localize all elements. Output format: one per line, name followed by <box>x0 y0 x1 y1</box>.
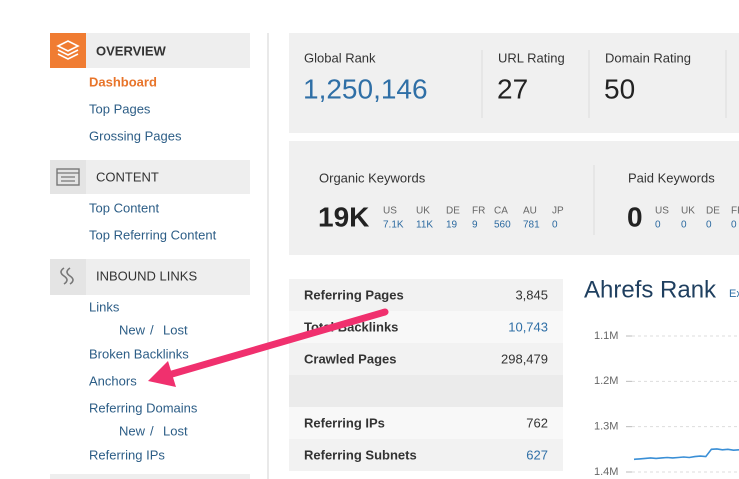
y-tick-label: 1.4M <box>594 466 618 478</box>
country-value: 0 <box>655 220 661 231</box>
icon-glyph <box>56 168 80 186</box>
table-row <box>289 407 563 439</box>
row-value[interactable]: 627 <box>526 447 548 462</box>
section-icon <box>50 259 86 295</box>
keywords-panel <box>289 141 739 255</box>
country-code: FR <box>472 206 485 217</box>
chart-title: Ahrefs Rank <box>584 276 717 303</box>
separator: / <box>150 423 154 438</box>
country-value: 560 <box>494 220 511 231</box>
section-header <box>50 474 250 479</box>
table-row <box>289 375 563 407</box>
stat-label: URL Rating <box>498 50 565 65</box>
row-label: Referring IPs <box>304 415 385 430</box>
row-label: Referring Pages <box>304 287 404 302</box>
row-value: 3,845 <box>515 287 548 302</box>
country-value: 9 <box>472 220 478 231</box>
keywords-label: Paid Keywords <box>628 170 715 185</box>
country-value: 0 <box>681 220 687 231</box>
table-row <box>289 439 563 471</box>
nav-link[interactable]: Anchors <box>89 373 137 388</box>
table-row <box>289 343 563 375</box>
y-tick-label: 1.1M <box>594 330 618 342</box>
country-code: US <box>383 206 397 217</box>
stats-panel <box>289 33 739 133</box>
nav-link[interactable]: Broken Backlinks <box>89 346 189 361</box>
row-value: 762 <box>526 415 548 430</box>
annotation-arrowhead <box>148 361 176 387</box>
country-value: 781 <box>523 220 540 231</box>
row-label: Referring Subnets <box>304 447 417 462</box>
icon-glyph <box>57 172 79 182</box>
icon-glyph <box>56 40 80 60</box>
row-value[interactable]: 10,743 <box>508 319 548 334</box>
row-label: Crawled Pages <box>304 351 397 366</box>
country-code: AU <box>523 206 537 217</box>
y-tick-label: 1.3M <box>594 421 618 433</box>
stat-label: Global Rank <box>304 50 376 65</box>
sub-link[interactable]: Lost <box>163 423 188 438</box>
sub-link[interactable]: New <box>119 322 146 337</box>
nav-link[interactable]: Dashboard <box>89 74 157 89</box>
country-code: DE <box>446 206 460 217</box>
nav-link[interactable]: Top Referring Content <box>89 227 217 242</box>
country-value: 0 <box>731 220 737 231</box>
country-code: UK <box>416 206 430 217</box>
country-code: JP <box>552 206 564 217</box>
y-tick-label: 1.2M <box>594 375 618 387</box>
nav-link[interactable]: Top Pages <box>89 101 151 116</box>
chart-link[interactable]: Ex <box>729 288 739 300</box>
section-title[interactable]: CONTENT <box>96 169 159 184</box>
country-code: UK <box>681 206 695 217</box>
country-code: FR <box>731 206 739 217</box>
section-title[interactable]: INBOUND LINKS <box>96 268 197 283</box>
separator: / <box>150 322 154 337</box>
country-value: 7.1K <box>383 220 404 231</box>
stat-label: Domain Rating <box>605 50 691 65</box>
annotation-arrow <box>168 308 389 378</box>
row-value: 298,479 <box>501 351 548 366</box>
keywords-label: Organic Keywords <box>319 170 426 185</box>
country-code: US <box>655 206 669 217</box>
country-value: 0 <box>552 220 558 231</box>
country-code: DE <box>706 206 720 217</box>
table-row <box>289 279 563 311</box>
nav-link[interactable]: Referring IPs <box>89 447 165 462</box>
country-value: 0 <box>706 220 712 231</box>
sub-link[interactable]: Lost <box>163 322 188 337</box>
nav-link[interactable]: Top Content <box>89 200 159 215</box>
sub-link[interactable]: New <box>119 423 146 438</box>
country-code: CA <box>494 206 508 217</box>
section-title[interactable]: OVERVIEW <box>96 43 167 58</box>
icon-glyph <box>60 267 74 285</box>
nav-link[interactable]: Grossing Pages <box>89 128 182 143</box>
nav-link[interactable]: Referring Domains <box>89 400 198 415</box>
country-value: 19 <box>446 220 458 231</box>
nav-link[interactable]: Links <box>89 299 120 314</box>
stat-value: 27 <box>497 73 528 104</box>
stat-value[interactable]: 1,250,146 <box>303 73 428 104</box>
stat-value: 50 <box>604 73 635 104</box>
keywords-value: 0 <box>627 201 643 232</box>
rank-line <box>633 448 739 461</box>
country-value: 11K <box>416 220 433 231</box>
keywords-value: 19K <box>318 201 369 232</box>
